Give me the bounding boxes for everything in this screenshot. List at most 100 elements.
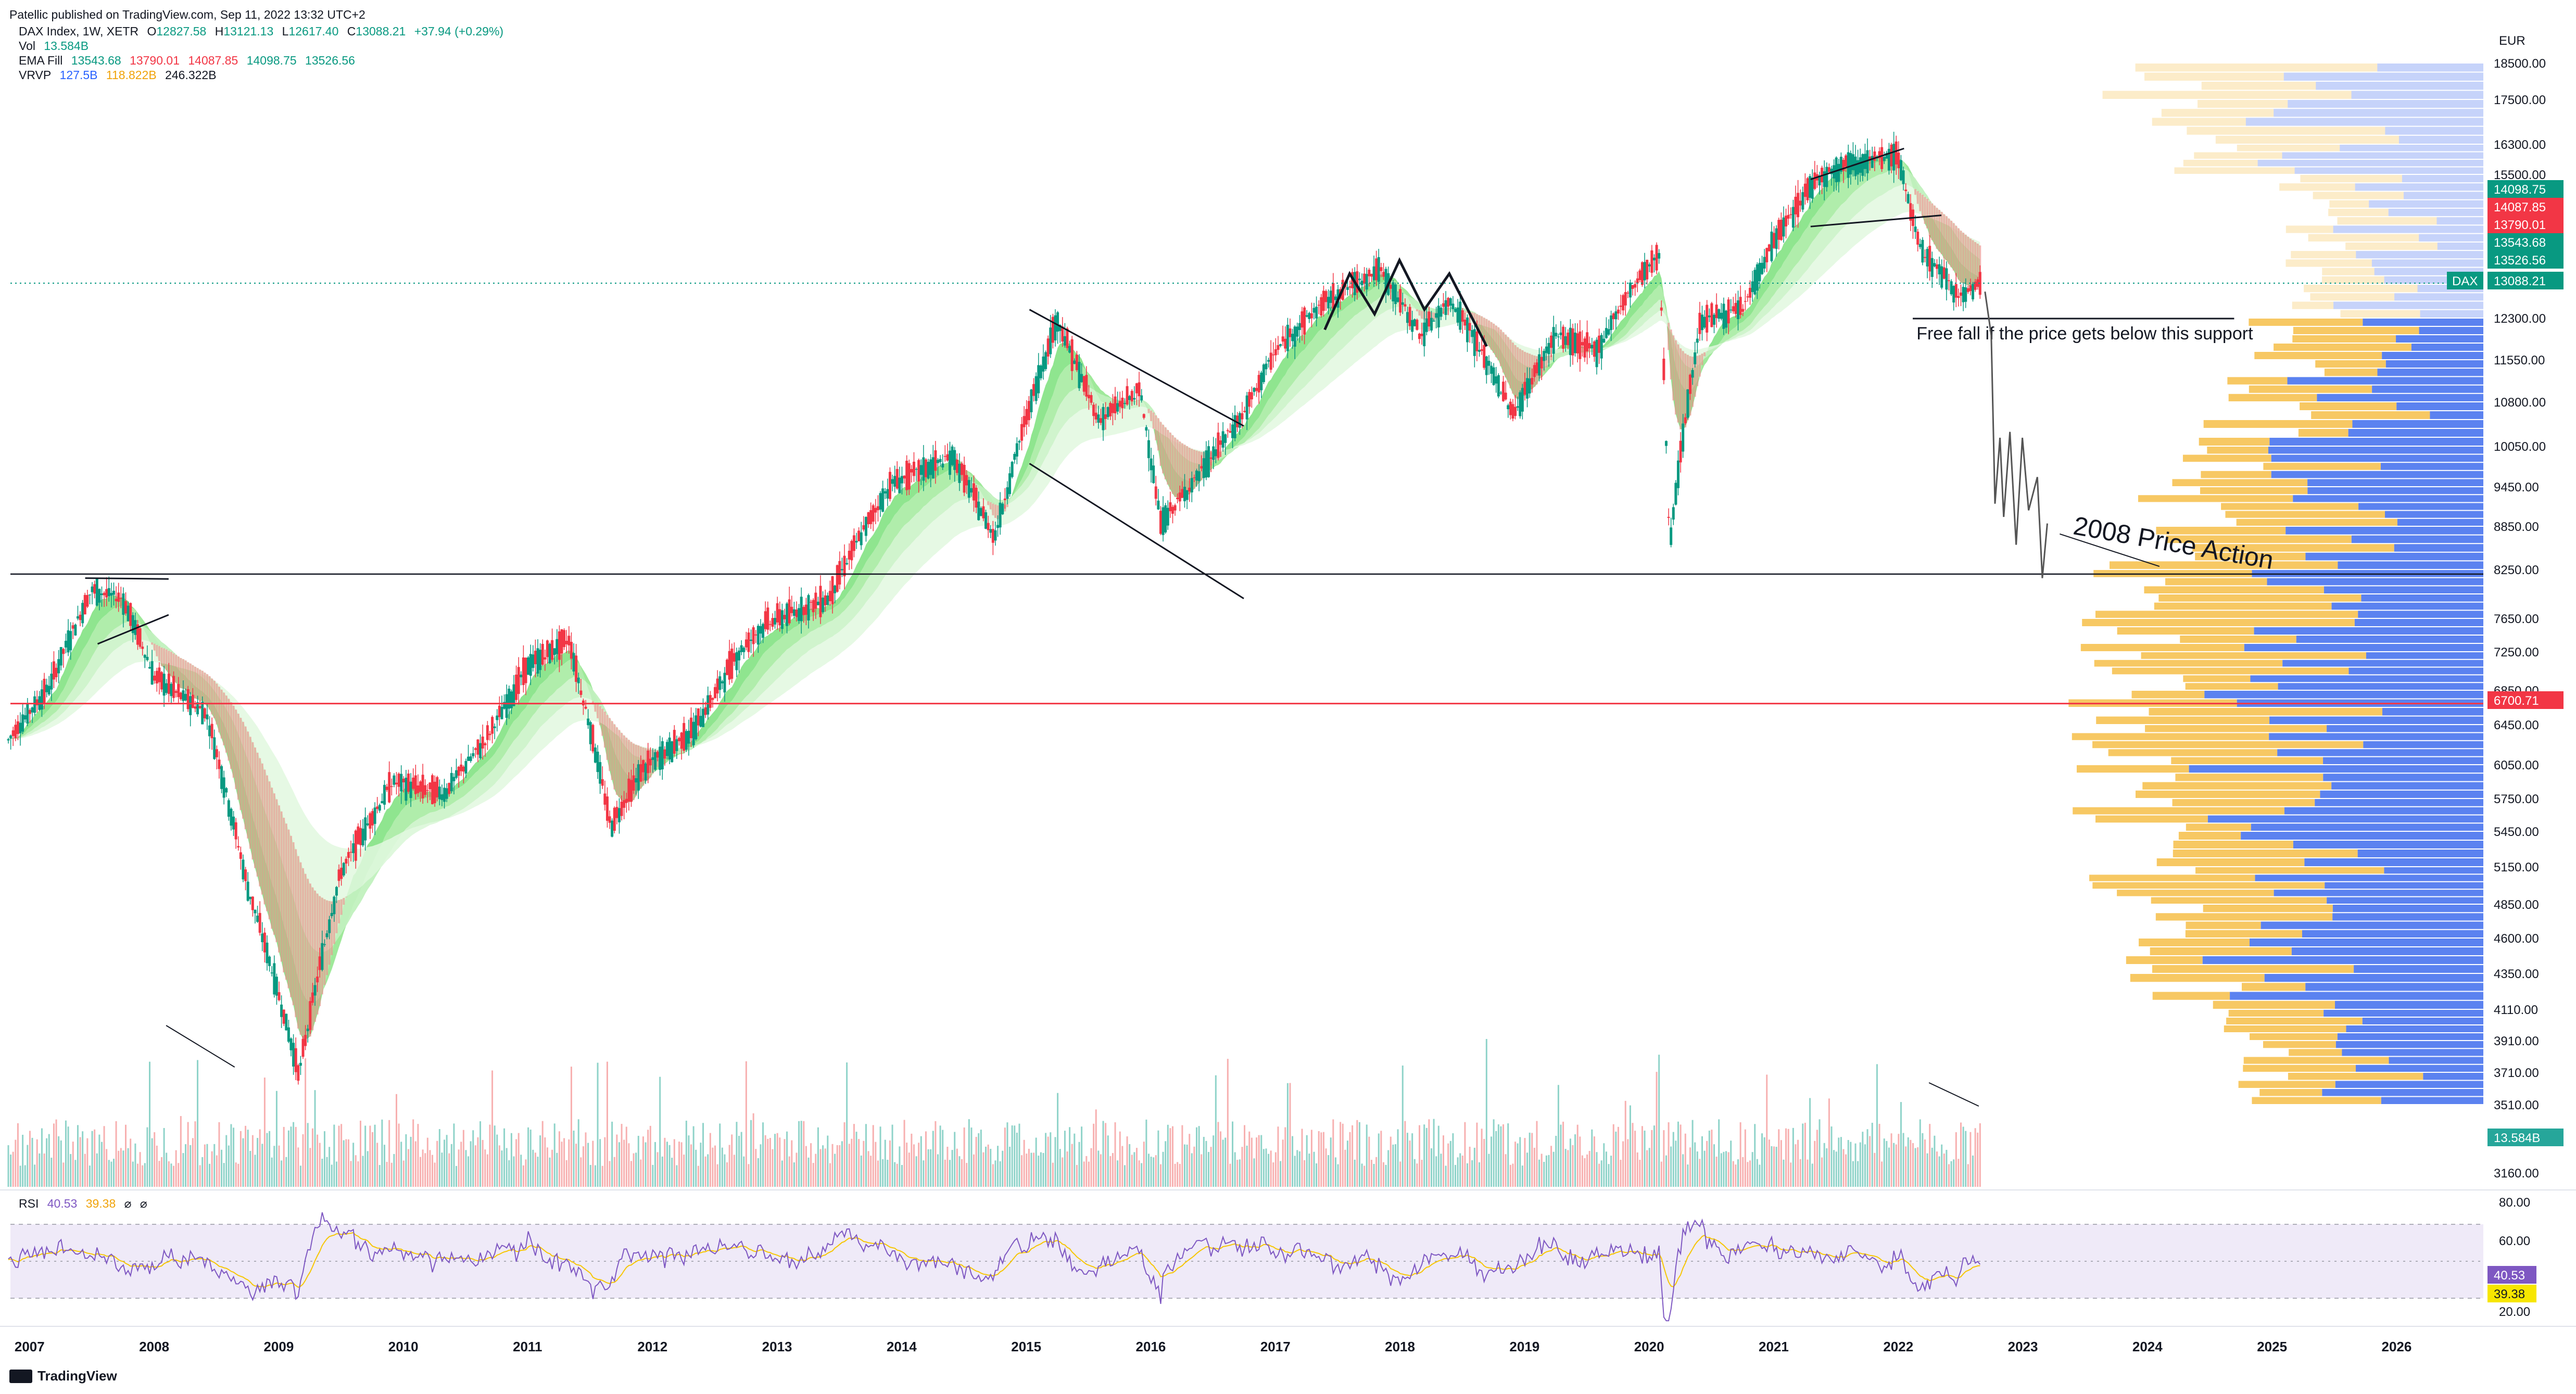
- volume-bar: [1811, 1163, 1813, 1187]
- candle-body: [347, 852, 350, 858]
- volume-bar: [1689, 1147, 1691, 1187]
- candle-body: [256, 916, 259, 922]
- vrvp-up-bar: [2269, 733, 2483, 740]
- volume-bar: [1217, 1122, 1219, 1187]
- candle-body: [1543, 351, 1546, 361]
- vrvp-up-bar: [2293, 841, 2483, 848]
- candle-body: [378, 805, 381, 811]
- rsi-badge: [2487, 1285, 2536, 1302]
- candle-body: [1296, 326, 1299, 337]
- volume-bar: [1680, 1124, 1682, 1187]
- tradingview-logo[interactable]: TradingView: [9, 1368, 117, 1384]
- channel-lower-line: [1029, 463, 1244, 600]
- volume-bar: [774, 1134, 776, 1187]
- volume-bar: [1874, 1152, 1876, 1187]
- vrvp-down-bar: [2285, 259, 2372, 267]
- volume-bar: [1076, 1164, 1078, 1187]
- vol-label: Vol: [19, 39, 35, 53]
- candle-body: [1636, 278, 1639, 284]
- volume-bar: [1502, 1124, 1505, 1187]
- candle-body: [723, 673, 726, 693]
- price-badge: [2487, 272, 2564, 289]
- candle-body: [1221, 431, 1224, 448]
- candle-body: [186, 689, 190, 709]
- candle-body: [1327, 297, 1330, 309]
- vrvp-up-bar: [2307, 479, 2483, 486]
- candle-body: [570, 642, 573, 659]
- candle-body: [1897, 153, 1900, 169]
- volume-bar: [1114, 1122, 1116, 1187]
- candle-body: [1519, 392, 1522, 416]
- volume-bar: [388, 1120, 390, 1187]
- candle-body: [1356, 271, 1359, 293]
- time-axis-label: 2026: [2381, 1339, 2411, 1354]
- volume-bar: [1229, 1163, 1231, 1187]
- ema-legend[interactable]: EMA Fill 13543.68 13790.01 14087.85 1409…: [19, 53, 360, 68]
- volume-bar: [278, 1145, 280, 1187]
- candle-body: [893, 476, 896, 487]
- candle-body: [364, 817, 367, 841]
- candle-body: [1818, 175, 1821, 186]
- volume-bar: [875, 1142, 877, 1187]
- candle-body: [1664, 441, 1668, 446]
- volume-bar: [1413, 1159, 1416, 1187]
- vrvp-legend[interactable]: VRVP 127.5B 118.822B 246.322B: [19, 68, 222, 82]
- volume-bar: [7, 1145, 9, 1187]
- volume-bar: [810, 1143, 812, 1187]
- volume-bar: [781, 1160, 783, 1187]
- rsi-legend[interactable]: RSI 40.53 39.38 ⌀ ⌀: [19, 1196, 153, 1211]
- volume-bar: [537, 1157, 539, 1187]
- candle-body: [1099, 418, 1102, 423]
- volume-bar: [1682, 1154, 1684, 1187]
- candle-body: [1557, 336, 1560, 338]
- candle-body: [1432, 320, 1435, 322]
- vrvp-down-bar: [2185, 683, 2278, 690]
- vol-legend[interactable]: Vol 13.584B: [19, 39, 94, 53]
- volume-bar: [1105, 1123, 1107, 1187]
- volume-bar: [1284, 1127, 1286, 1187]
- candle-body: [1845, 155, 1848, 167]
- volume-bar: [1828, 1098, 1830, 1187]
- candle-body: [333, 896, 336, 915]
- volume-bar: [414, 1141, 416, 1187]
- vrvp-up-bar: [2402, 175, 2483, 183]
- volume-bar: [484, 1149, 486, 1187]
- candle-body: [735, 652, 738, 670]
- time-axis-label: 2009: [263, 1339, 294, 1354]
- candle-body: [828, 591, 831, 602]
- volume-bar: [100, 1142, 103, 1187]
- candle-body: [1526, 378, 1529, 399]
- candle-body: [1360, 281, 1363, 285]
- volume-bar: [496, 1134, 498, 1187]
- vrvp-down-bar: [2322, 268, 2375, 275]
- volume-bar: [194, 1121, 196, 1187]
- volume-bar: [1159, 1164, 1161, 1187]
- volume-bar: [539, 1135, 541, 1187]
- vrvp-up-bar: [2396, 402, 2483, 410]
- price-badge: [2487, 691, 2564, 709]
- volume-bar: [1097, 1150, 1100, 1187]
- volume-bar: [1883, 1138, 1885, 1187]
- volume-bar: [599, 1139, 601, 1187]
- candle-body: [50, 674, 53, 690]
- volume-bar: [1713, 1144, 1715, 1187]
- candle-body: [594, 747, 597, 763]
- volume-bar: [788, 1156, 790, 1187]
- volume-bar: [1895, 1144, 1897, 1187]
- candle-body: [596, 751, 599, 772]
- volume-bar: [1404, 1121, 1406, 1187]
- candle-body: [1590, 345, 1594, 349]
- volume-bar: [656, 1152, 659, 1187]
- candle-body: [488, 733, 491, 736]
- vrvp-up-bar: [2384, 511, 2483, 518]
- symbol-name[interactable]: DAX Index, 1W, XETR: [19, 24, 139, 38]
- volume-bar: [824, 1148, 826, 1187]
- price-axis-label: 7250.00: [2494, 645, 2539, 660]
- volume-bar: [1203, 1137, 1205, 1187]
- volume-bar: [740, 1132, 742, 1187]
- vrvp-down-bar: [2172, 799, 2315, 806]
- volume-bar: [89, 1165, 91, 1187]
- volume-bar: [1011, 1125, 1013, 1187]
- volume-bar: [1208, 1152, 1210, 1187]
